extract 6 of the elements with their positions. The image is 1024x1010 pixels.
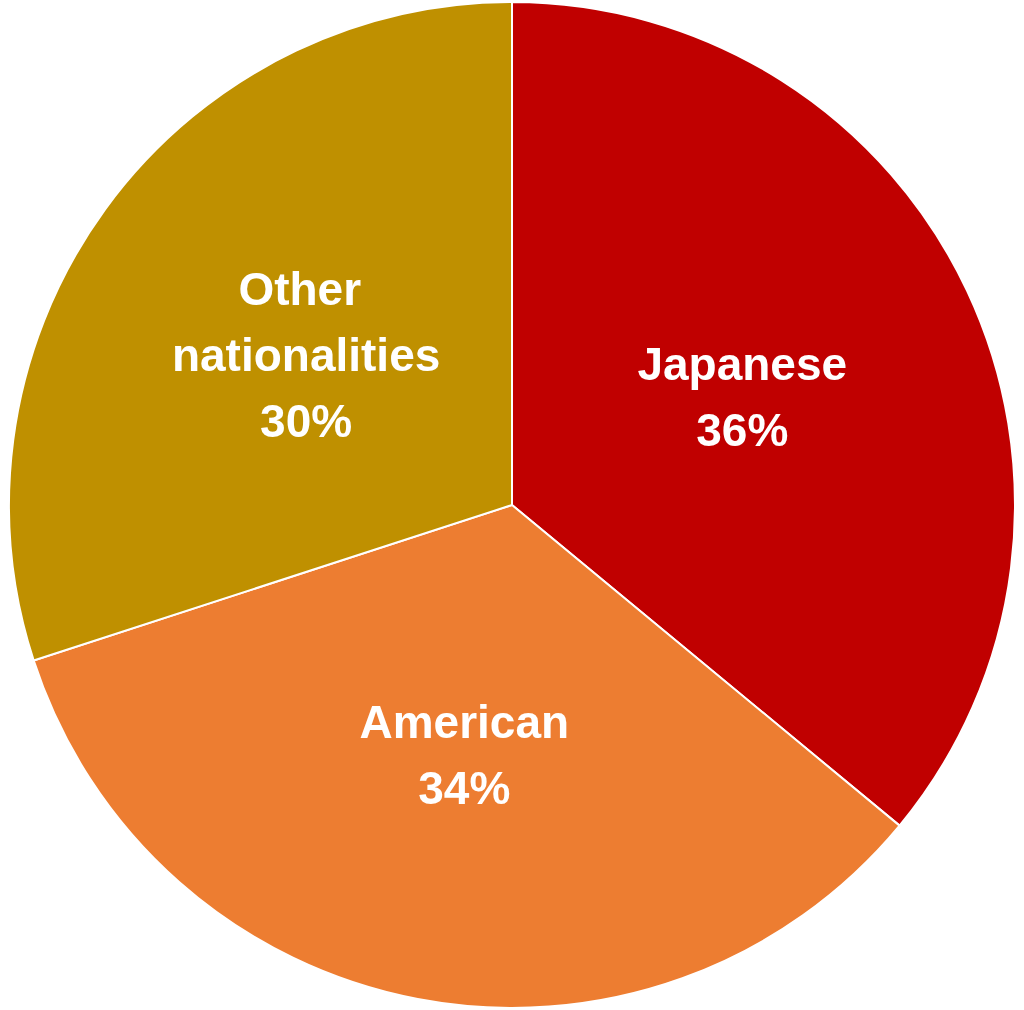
slice-label: Other nationalities bbox=[171, 263, 441, 382]
slice-label: American bbox=[359, 695, 570, 748]
data-label: 36% bbox=[696, 403, 789, 456]
data-label: 34% bbox=[418, 761, 511, 814]
data-label: 30% bbox=[260, 395, 353, 448]
slice-label: Japanese bbox=[637, 337, 848, 390]
